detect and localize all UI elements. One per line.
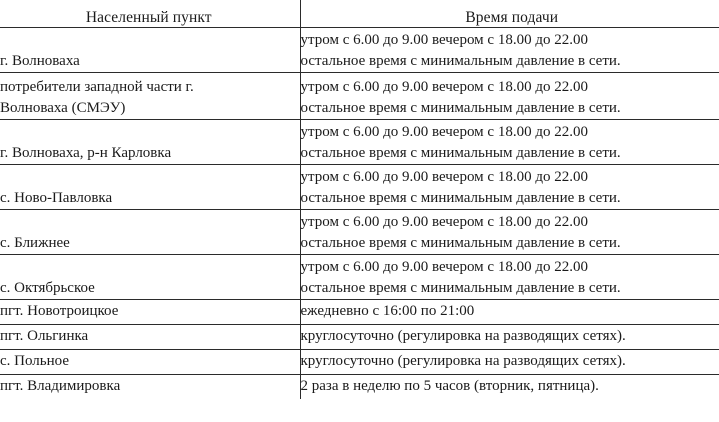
cell-settlement: г. Волноваха bbox=[0, 27, 301, 73]
cell-settlement: пгт. Новотроицкое bbox=[0, 299, 301, 325]
supply-time-line: утром с 6.00 до 9.00 вечером с 18.00 до … bbox=[300, 214, 588, 230]
settlement-name-continued: Волноваха (СМЭУ) bbox=[0, 100, 126, 116]
cell-supply-time: утром с 6.00 до 9.00 вечером с 18.00 до … bbox=[300, 254, 719, 300]
cell-supply-time: ежедневно с 16:00 по 21:00 bbox=[300, 299, 719, 325]
settlement-name: пгт. Ольгинка bbox=[0, 327, 89, 344]
cell-supply-time: круглосуточно (регулировка на разводящих… bbox=[300, 324, 719, 350]
settlement-name: пгт. Владимировка bbox=[0, 377, 121, 394]
table-row: с. Ново-Павловка утром с 6.00 до 9.00 ве… bbox=[0, 164, 719, 210]
settlement-name: потребители западной части г. bbox=[0, 79, 194, 95]
supply-time-line: утром с 6.00 до 9.00 вечером с 18.00 до … bbox=[300, 32, 588, 48]
cell-settlement: с. Октябрьское bbox=[0, 254, 301, 300]
cell-settlement: пгт. Владимировка bbox=[0, 374, 301, 399]
table-row: с. Польное круглосуточно (регулировка на… bbox=[0, 349, 719, 375]
table-row: с. Ближнее утром с 6.00 до 9.00 вечером … bbox=[0, 209, 719, 255]
table-body: г. Волноваха утром с 6.00 до 9.00 вечеро… bbox=[0, 27, 719, 399]
supply-time-line: 2 раза в неделю по 5 часов (вторник, пят… bbox=[300, 377, 599, 394]
table-header: Населенный пункт Время подачи bbox=[0, 0, 719, 28]
supply-time-line: утром с 6.00 до 9.00 вечером с 18.00 до … bbox=[300, 259, 588, 275]
cell-settlement: с. Ближнее bbox=[0, 209, 301, 255]
cell-supply-time: утром с 6.00 до 9.00 вечером с 18.00 до … bbox=[300, 27, 719, 73]
table-row: с. Октябрьское утром с 6.00 до 9.00 вече… bbox=[0, 254, 719, 300]
table-row: пгт. Владимировка 2 раза в неделю по 5 ч… bbox=[0, 374, 719, 399]
supply-time-line: остальное время с минимальным давление в… bbox=[300, 145, 621, 161]
table-row: г. Волноваха утром с 6.00 до 9.00 вечеро… bbox=[0, 27, 719, 73]
cell-settlement: г. Волноваха, р-н Карловка bbox=[0, 119, 301, 165]
cell-supply-time: утром с 6.00 до 9.00 вечером с 18.00 до … bbox=[300, 119, 719, 165]
settlement-name: г. Волноваха, р-н Карловка bbox=[0, 145, 172, 161]
cell-settlement: пгт. Ольгинка bbox=[0, 324, 301, 350]
cell-settlement: с. Польное bbox=[0, 349, 301, 375]
settlement-name: с. Ново-Павловка bbox=[0, 190, 113, 206]
table-row: пгт. Новотроицкое ежедневно с 16:00 по 2… bbox=[0, 299, 719, 325]
settlement-name: пгт. Новотроицкое bbox=[0, 302, 119, 319]
settlement-name: с. Октябрьское bbox=[0, 280, 95, 296]
supply-time-line: круглосуточно (регулировка на разводящих… bbox=[300, 327, 626, 344]
cell-supply-time: утром с 6.00 до 9.00 вечером с 18.00 до … bbox=[300, 209, 719, 255]
settlement-name: г. Волноваха bbox=[0, 53, 80, 69]
column-header-settlement: Населенный пункт bbox=[0, 0, 301, 28]
cell-settlement: с. Ново-Павловка bbox=[0, 164, 301, 210]
supply-time-line: утром с 6.00 до 9.00 вечером с 18.00 до … bbox=[300, 169, 588, 185]
settlement-name: с. Польное bbox=[0, 352, 69, 369]
supply-time-line: утром с 6.00 до 9.00 вечером с 18.00 до … bbox=[300, 79, 588, 95]
header-row: Населенный пункт Время подачи bbox=[0, 0, 719, 28]
table-row: г. Волноваха, р-н Карловка утром с 6.00 … bbox=[0, 119, 719, 165]
supply-time-line: ежедневно с 16:00 по 21:00 bbox=[300, 302, 475, 319]
cell-supply-time: утром с 6.00 до 9.00 вечером с 18.00 до … bbox=[300, 72, 719, 120]
water-supply-schedule-table: Населенный пункт Время подачи г. Волнова… bbox=[0, 0, 719, 399]
settlement-name: с. Ближнее bbox=[0, 235, 70, 251]
supply-time-line: остальное время с минимальным давление в… bbox=[300, 280, 621, 296]
cell-supply-time: круглосуточно (регулировка на разводящих… bbox=[300, 349, 719, 375]
cell-supply-time: 2 раза в неделю по 5 часов (вторник, пят… bbox=[300, 374, 719, 399]
cell-supply-time: утром с 6.00 до 9.00 вечером с 18.00 до … bbox=[300, 164, 719, 210]
supply-time-line: утром с 6.00 до 9.00 вечером с 18.00 до … bbox=[300, 124, 588, 140]
cell-settlement: потребители западной части г. Волноваха … bbox=[0, 72, 301, 120]
column-header-supply-time: Время подачи bbox=[300, 0, 719, 28]
supply-time-line: остальное время с минимальным давление в… bbox=[300, 100, 621, 116]
table-row: потребители западной части г. Волноваха … bbox=[0, 72, 719, 120]
supply-time-line: остальное время с минимальным давление в… bbox=[300, 53, 621, 69]
supply-time-line: остальное время с минимальным давление в… bbox=[300, 235, 621, 251]
supply-time-line: круглосуточно (регулировка на разводящих… bbox=[300, 352, 626, 369]
table-row: пгт. Ольгинка круглосуточно (регулировка… bbox=[0, 324, 719, 350]
supply-time-line: остальное время с минимальным давление в… bbox=[300, 190, 621, 206]
